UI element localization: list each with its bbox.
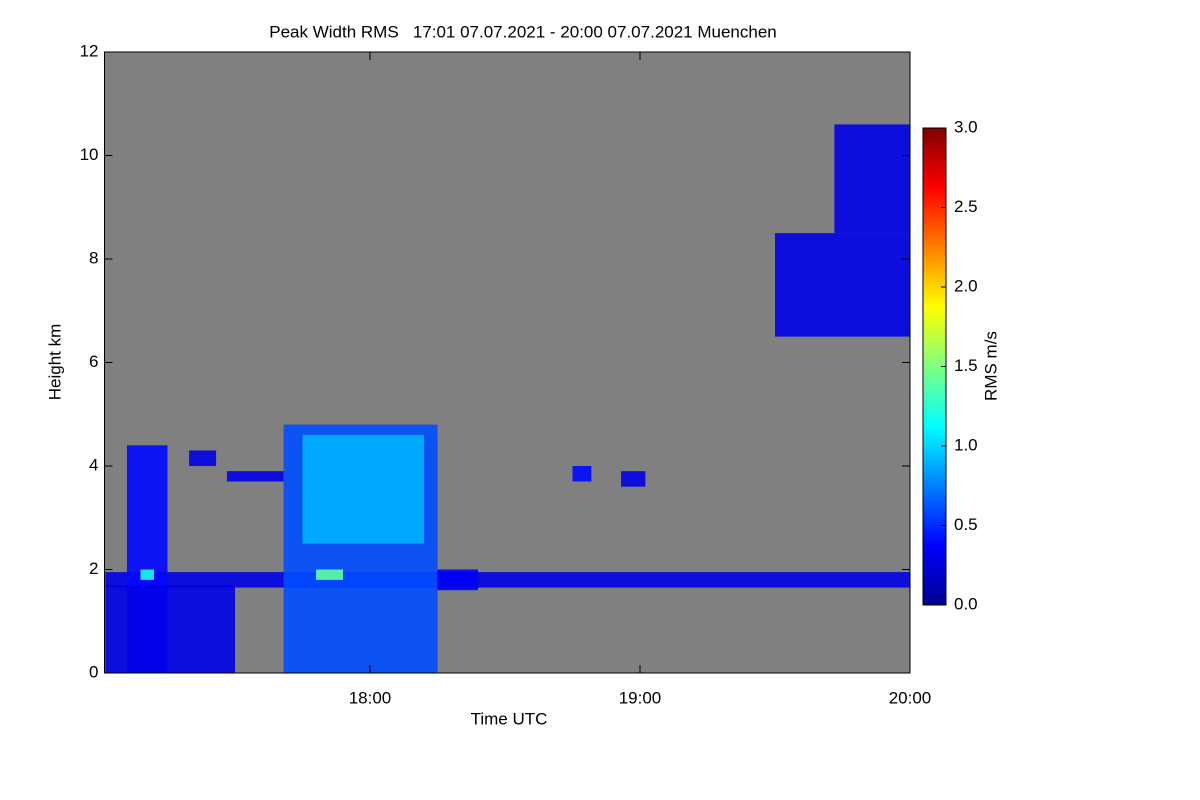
y-tick-label: 10: [80, 145, 99, 164]
colorbar-label: RMS m/s: [981, 331, 1000, 401]
heat-cell: [774, 233, 910, 337]
x-tick-label: 19:00: [619, 688, 662, 707]
colorbar-tick-label: 2.0: [954, 276, 978, 295]
colorbar-tick-label: 2.5: [954, 197, 978, 216]
heat-cell: [226, 471, 284, 482]
heat-cell: [437, 569, 478, 591]
x-tick-label: 20:00: [889, 688, 932, 707]
x-axis-label: Time UTC: [471, 709, 548, 728]
heat-cell: [140, 569, 154, 580]
heat-cell: [834, 124, 910, 234]
heat-cell: [621, 471, 646, 487]
colorbar-tick-label: 0.5: [954, 515, 978, 534]
y-tick-label: 0: [89, 662, 98, 681]
y-tick-label: 12: [80, 41, 99, 60]
y-axis-label: Height km: [45, 324, 64, 401]
heat-cell: [105, 585, 235, 673]
heat-cell: [572, 466, 592, 482]
y-tick-label: 6: [89, 352, 98, 371]
x-tick-label: 18:00: [349, 688, 392, 707]
y-tick-label: 4: [89, 455, 98, 474]
colorbar-tick-label: 1.5: [954, 356, 978, 375]
heat-cell: [189, 450, 217, 466]
y-tick-label: 8: [89, 248, 98, 267]
colorbar-tick-label: 3.0: [954, 117, 978, 136]
colorbar-tick-label: 0.0: [954, 594, 978, 613]
y-tick-label: 2: [89, 559, 98, 578]
chart-title: Peak Width RMS 17:01 07.07.2021 - 20:00 …: [269, 22, 777, 41]
heat-cell: [302, 434, 424, 544]
colorbar-tick-label: 1.0: [954, 435, 978, 454]
heat-cell: [315, 569, 343, 580]
plot-background: [104, 52, 910, 673]
